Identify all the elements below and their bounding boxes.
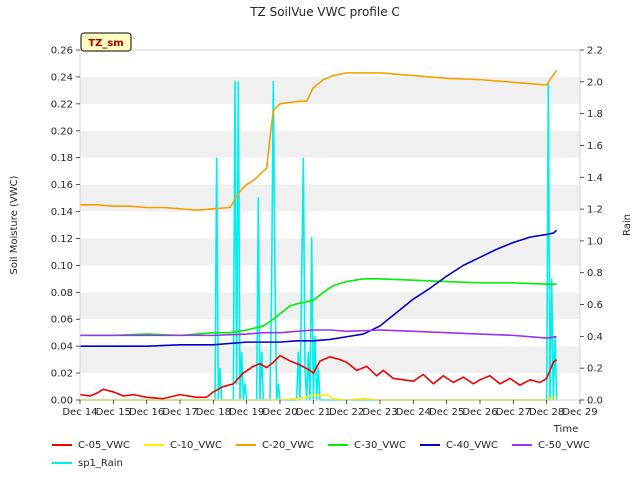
y-right-tick-label: 0.8 (587, 268, 603, 279)
x-tick-label: Dec 19 (229, 407, 264, 418)
x-tick-label: Dec 26 (462, 407, 497, 418)
x-tick-label: Dec 24 (396, 407, 431, 418)
y-left-tick-label: 0.12 (51, 234, 73, 245)
plot-band (80, 50, 580, 77)
series-line-c-40-vwc (80, 229, 558, 347)
series-line-c-50-vwc (80, 329, 557, 339)
x-tick-label: Dec 14 (62, 407, 97, 418)
legend-item-c20: C-20_VWC (236, 440, 328, 451)
plot-band (80, 211, 580, 239)
y-left-tick-label: 0.10 (51, 261, 73, 272)
x-tick-label: Dec 29 (562, 407, 597, 418)
legend-swatch-c30 (328, 444, 348, 446)
y-left-tick-label: 0.06 (51, 315, 73, 326)
plot-band (80, 238, 580, 266)
legend-row-2: sp1_Rain (52, 454, 632, 472)
plot-band (80, 130, 580, 158)
legend-swatch-c50 (512, 444, 532, 446)
legend-label-c30: C-30_VWC (354, 439, 407, 451)
y-left-tick-label: 0.20 (51, 126, 73, 137)
y-left-tick-label: 0.02 (51, 369, 73, 380)
x-tick-label: Dec 27 (496, 407, 531, 418)
x-tick-label: Dec 20 (262, 407, 297, 418)
y-right-tick-label: 1.8 (587, 109, 603, 120)
y-right-tick-label: 0.0 (587, 396, 603, 407)
plot-band (80, 103, 580, 131)
y-axis-left-title: Soil Moisture (VWC) (9, 175, 20, 274)
legend-label-c10: C-10_VWC (170, 439, 223, 451)
legend-swatch-c10 (144, 444, 164, 446)
y-left-tick-label: 0.14 (51, 207, 73, 218)
plot-band (80, 346, 580, 374)
x-tick-label: Dec 17 (162, 407, 197, 418)
plot-band (80, 373, 580, 400)
legend-item-c10: C-10_VWC (144, 440, 236, 451)
x-tick-label: Dec 18 (196, 407, 231, 418)
legend-label-c40: C-40_VWC (446, 439, 499, 451)
legend-item-c30: C-30_VWC (328, 440, 420, 451)
y-left-tick-label: 0.00 (51, 396, 73, 407)
y-left-tick-label: 0.22 (51, 99, 73, 110)
legend-label-c20: C-20_VWC (262, 439, 315, 451)
plot-band (80, 157, 580, 185)
y-right-tick-label: 0.2 (587, 364, 603, 375)
series-line-c-20-vwc (80, 69, 558, 211)
x-tick-label: Dec 22 (329, 407, 364, 418)
x-tick-label: Dec 25 (429, 407, 464, 418)
x-tick-label: Dec 16 (129, 407, 164, 418)
y-right-tick-label: 2.0 (587, 77, 603, 88)
y-right-tick-label: 2.2 (587, 46, 603, 57)
legend-item-rain: sp1_Rain (52, 458, 144, 469)
series-line-c-05-vwc (79, 354, 558, 400)
legend-item-c50: C-50_VWC (512, 440, 604, 451)
plot-band (80, 319, 580, 347)
y-right-tick-label: 1.4 (587, 173, 603, 184)
legend-label-c05: C-05_VWC (78, 439, 131, 451)
x-tick-label: Dec 23 (362, 407, 397, 418)
station-badge: TZ_sm (80, 32, 132, 52)
y-left-tick-label: 0.08 (51, 288, 73, 299)
legend-swatch-rain (52, 462, 72, 464)
plot-bands (80, 50, 580, 400)
legend-label-rain: sp1_Rain (78, 457, 123, 469)
y-left-tick-label: 0.18 (51, 153, 73, 164)
y-axis-left: 0.00 0.02 0.04 0.06 0.08 0.10 0.12 0.14 0.16 0.18… (51, 46, 80, 407)
plot-frame (79, 49, 581, 401)
chart-title: TZ SoilVue VWC profile C (249, 5, 400, 19)
plot-band (80, 292, 580, 320)
x-tick-label: Dec 15 (96, 407, 131, 418)
series-line-c-30-vwc (80, 278, 557, 337)
y-right-tick-label: 0.4 (587, 332, 603, 343)
y-axis-right-title: Rain (622, 214, 633, 236)
y-right-tick-label: 1.0 (587, 236, 603, 247)
y-left-tick-label: 0.24 (51, 72, 73, 83)
y-right-tick-label: 0.6 (587, 300, 603, 311)
y-left-tick-label: 0.26 (51, 46, 73, 57)
station-badge-label: TZ_sm (88, 38, 123, 49)
legend-swatch-c20 (236, 444, 256, 446)
legend-swatch-c05 (52, 444, 72, 446)
y-left-tick-label: 0.16 (51, 180, 73, 191)
legend-item-c05: C-05_VWC (52, 440, 144, 451)
legend: C-05_VWC C-10_VWC C-20_VWC C-30_VWC C-40… (52, 436, 632, 472)
y-right-tick-label: 1.6 (587, 141, 603, 152)
y-axis-right: 0.0 0.2 0.4 0.6 0.8 1.0 1.2 1.4 1.6 1.8 2.0 2.2 (580, 46, 603, 407)
legend-swatch-c40 (420, 444, 440, 446)
x-tick-label: Dec 28 (529, 407, 564, 418)
x-axis-title: Time (553, 424, 578, 435)
y-right-tick-label: 1.2 (587, 205, 603, 216)
legend-row-1: C-05_VWC C-10_VWC C-20_VWC C-30_VWC C-40… (52, 436, 632, 454)
legend-label-c50: C-50_VWC (538, 439, 591, 451)
y-left-tick-label: 0.04 (51, 342, 73, 353)
legend-item-c40: C-40_VWC (420, 440, 512, 451)
x-tick-label: Dec 21 (296, 407, 331, 418)
